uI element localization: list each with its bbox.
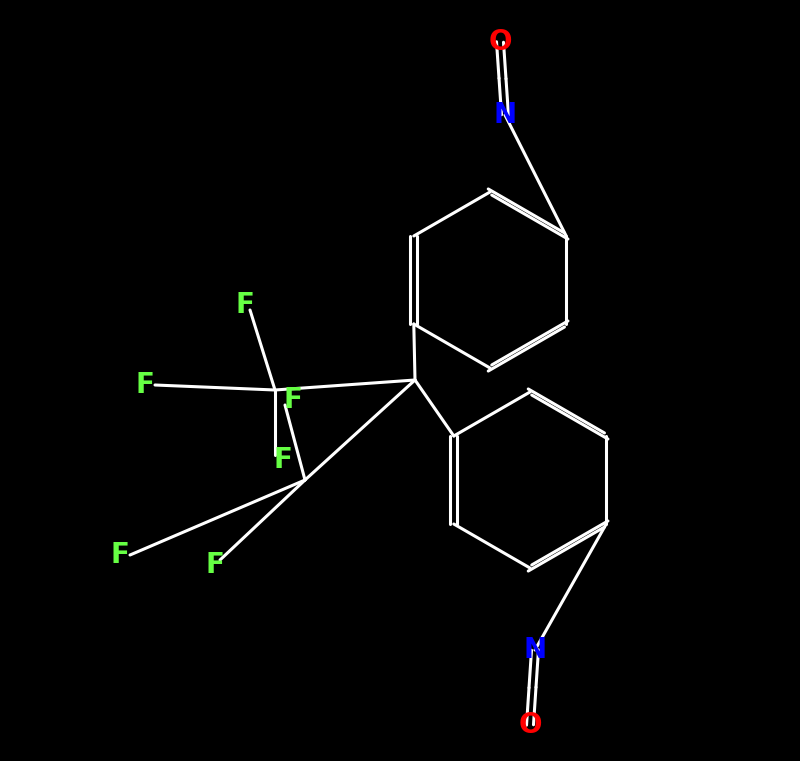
Text: F: F — [110, 541, 130, 569]
Text: O: O — [488, 28, 512, 56]
Text: N: N — [494, 101, 517, 129]
Text: F: F — [135, 371, 154, 399]
Text: F: F — [206, 551, 225, 579]
Text: F: F — [274, 446, 293, 474]
Text: O: O — [518, 711, 542, 739]
Text: F: F — [283, 386, 302, 414]
Text: F: F — [235, 291, 254, 319]
Text: N: N — [523, 636, 546, 664]
